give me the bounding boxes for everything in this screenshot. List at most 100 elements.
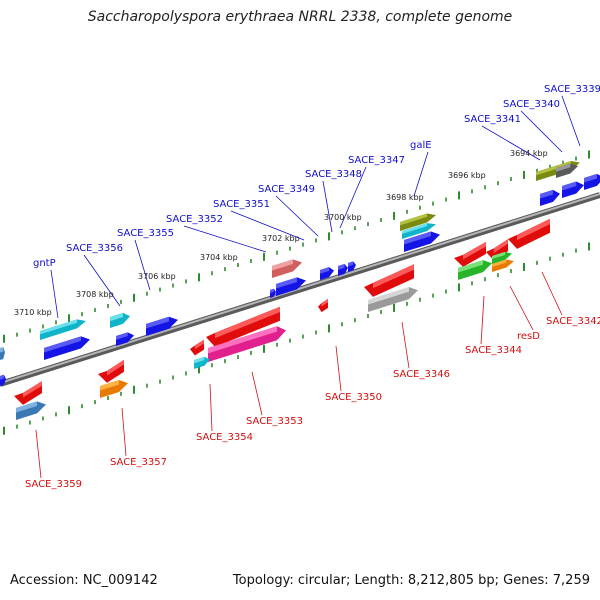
gene-arrow-27-shine bbox=[321, 298, 328, 307]
gene-arrow-10[interactable] bbox=[320, 267, 334, 280]
gene-label-forward[interactable]: SACE_3339 bbox=[544, 84, 600, 95]
gene-arrow-23[interactable] bbox=[190, 339, 204, 356]
gene-arrow-30-shine bbox=[517, 218, 550, 241]
gene-arrow-9-shine bbox=[270, 288, 274, 294]
leader-line bbox=[480, 295, 485, 345]
gene-arrow-11[interactable] bbox=[338, 263, 348, 276]
backbone-highlight bbox=[0, 193, 600, 384]
gene-arrow-10-shine bbox=[320, 267, 330, 274]
gene-label-reverse[interactable]: SACE_3354 bbox=[196, 432, 253, 443]
gene-arrow-6-shine bbox=[0, 346, 4, 353]
gene-label-reverse[interactable]: SACE_3344 bbox=[465, 345, 522, 356]
gene-arrow-9[interactable] bbox=[270, 288, 276, 298]
gene-arrow-14-shine bbox=[402, 223, 427, 235]
gene-arrow-35[interactable] bbox=[100, 380, 128, 398]
leader-line bbox=[251, 371, 263, 416]
gene-arrow-37[interactable] bbox=[16, 401, 46, 420]
gene-label-forward[interactable]: SACE_3349 bbox=[258, 184, 315, 195]
gene-label-forward[interactable]: galE bbox=[410, 140, 432, 151]
ruler-label: 3702 kbp bbox=[262, 234, 300, 243]
gene-label-reverse[interactable]: resD bbox=[517, 331, 540, 342]
gene-arrow-22[interactable] bbox=[208, 326, 286, 362]
leader-line bbox=[121, 407, 127, 457]
gene-label-forward[interactable]: SACE_3352 bbox=[166, 214, 223, 225]
leader-line bbox=[183, 225, 267, 253]
gene-arrow-36[interactable] bbox=[14, 381, 42, 405]
gene-arrow-23-shine bbox=[194, 339, 204, 350]
gene-arrow-24[interactable] bbox=[194, 356, 210, 369]
gene-arrow-25[interactable] bbox=[364, 264, 414, 297]
gene-arrow-2[interactable] bbox=[44, 336, 90, 360]
gene-arrow-31[interactable] bbox=[458, 260, 492, 280]
gene-arrow-27[interactable] bbox=[318, 298, 328, 313]
gene-arrow-13-body bbox=[400, 213, 436, 231]
reverse-strand-ticks bbox=[3, 242, 590, 435]
gene-arrow-7[interactable] bbox=[272, 259, 302, 278]
gene-label-forward[interactable]: SACE_3351 bbox=[213, 199, 270, 210]
gene-arrow-29-shine bbox=[493, 239, 508, 253]
gene-label-reverse[interactable]: SACE_3346 bbox=[393, 369, 450, 380]
genome-backbone bbox=[0, 192, 600, 387]
gene-label-forward[interactable]: gntP bbox=[33, 258, 56, 269]
gene-arrow-36-shine bbox=[23, 381, 42, 398]
ruler-label: 3708 kbp bbox=[76, 290, 114, 299]
gene-arrow-21[interactable] bbox=[206, 306, 280, 347]
gene-label-forward[interactable]: SACE_3348 bbox=[305, 169, 362, 180]
gene-arrow-31-body bbox=[458, 260, 492, 280]
gene-arrow-3[interactable] bbox=[110, 312, 130, 328]
gene-arrow-20-shine bbox=[584, 173, 597, 183]
gene-arrow-18[interactable] bbox=[540, 189, 560, 206]
leader-line bbox=[50, 269, 59, 319]
genome-title: Saccharopolyspora erythraea NRRL 2338, c… bbox=[87, 9, 513, 25]
gene-arrow-14[interactable] bbox=[402, 223, 436, 239]
gene-arrow-12[interactable] bbox=[348, 261, 356, 272]
gene-arrow-28[interactable] bbox=[454, 241, 486, 267]
gene-arrow-8[interactable] bbox=[276, 277, 306, 296]
gene-arrow-32[interactable] bbox=[492, 251, 512, 264]
gene-arrow-2-body bbox=[44, 336, 90, 360]
gene-arrow-30[interactable] bbox=[508, 218, 550, 249]
gene-arrow-16-shine bbox=[536, 160, 571, 176]
gene-label-reverse[interactable]: SACE_3353 bbox=[246, 416, 303, 427]
gene-label-reverse[interactable]: SACE_3350 bbox=[325, 392, 382, 403]
gene-label-reverse[interactable]: SACE_3359 bbox=[25, 479, 82, 490]
gene-arrow-33[interactable] bbox=[492, 259, 514, 272]
gene-arrow-15[interactable] bbox=[404, 231, 440, 252]
gene-label-forward[interactable]: SACE_3356 bbox=[66, 243, 123, 254]
gene-arrow-2-shine bbox=[44, 336, 81, 353]
gene-arrow-15-body bbox=[404, 231, 440, 252]
leader-line bbox=[413, 151, 429, 197]
gene-label-reverse[interactable]: SACE_3342 bbox=[546, 316, 600, 327]
gene-arrow-26[interactable] bbox=[368, 287, 418, 312]
gene-arrow-5-shine bbox=[146, 316, 169, 329]
gene-arrow-13[interactable] bbox=[400, 213, 436, 231]
gene-arrow-17[interactable] bbox=[556, 163, 578, 178]
gene-arrow-12-shine bbox=[348, 261, 354, 267]
gene-arrow-34[interactable] bbox=[98, 359, 124, 383]
leader-line bbox=[541, 271, 563, 316]
leader-line bbox=[35, 429, 42, 479]
gene-arrow-26-body bbox=[368, 287, 418, 312]
gene-arrow-20[interactable] bbox=[584, 173, 600, 190]
gene-arrow-4-shine bbox=[116, 332, 128, 340]
gene-arrow-29[interactable] bbox=[486, 239, 508, 261]
gene-arrow-4[interactable] bbox=[116, 332, 134, 346]
gene-label-forward[interactable]: SACE_3347 bbox=[348, 155, 405, 166]
gene-arrow-5[interactable] bbox=[146, 316, 178, 336]
leader-line bbox=[230, 210, 305, 241]
leader-line bbox=[509, 285, 534, 331]
gene-label-forward[interactable]: SACE_3341 bbox=[464, 114, 521, 125]
gene-label-reverse[interactable]: SACE_3357 bbox=[110, 457, 167, 468]
gene-features bbox=[0, 160, 600, 420]
gene-arrow-38[interactable] bbox=[0, 374, 6, 386]
gene-arrow-19[interactable] bbox=[562, 181, 584, 198]
accession-text: Accession: NC_009142 bbox=[10, 573, 158, 588]
gene-arrow-1[interactable] bbox=[40, 319, 86, 340]
gene-arrow-7-shine bbox=[272, 259, 293, 271]
gene-label-forward[interactable]: SACE_3355 bbox=[117, 228, 174, 239]
gene-arrow-1-shine bbox=[40, 319, 77, 335]
gene-arrow-37-shine bbox=[16, 401, 37, 413]
gene-label-forward[interactable]: SACE_3340 bbox=[503, 99, 560, 110]
gene-arrow-6[interactable] bbox=[0, 346, 5, 360]
